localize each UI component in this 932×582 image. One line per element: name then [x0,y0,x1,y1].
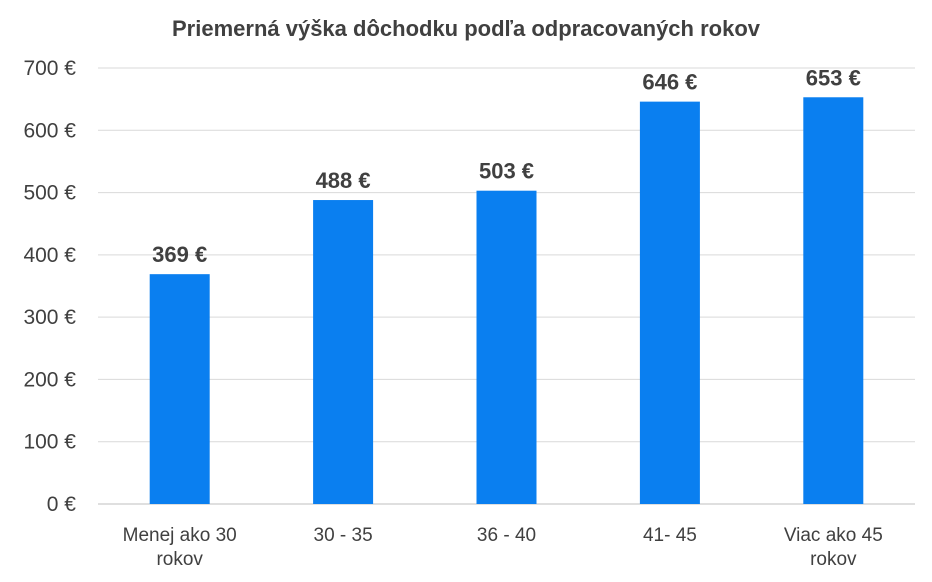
bars [149,97,864,505]
y-tick-label: 700 € [23,57,76,80]
y-tick-label: 0 € [47,493,77,516]
data-label: 646 € [642,70,697,95]
bar-5 [803,97,864,504]
bar-2 [313,200,374,504]
data-label: 369 € [152,242,207,267]
x-tick-label: 36 - 40 [477,525,536,546]
x-tick-label: 30 - 35 [314,525,373,546]
y-tick-label: 600 € [23,119,76,142]
bar-4 [639,101,700,505]
x-tick-label: Menej ako 30 rokov [123,525,237,570]
data-label: 488 € [316,168,371,193]
x-tick-label: Viac ako 45 rokov [784,525,883,570]
data-label: 653 € [806,65,861,90]
y-tick-label: 200 € [23,368,76,391]
x-tick-label: 41- 45 [643,525,697,546]
bar-1 [149,274,210,504]
data-label: 503 € [479,159,534,184]
y-tick-label: 400 € [23,244,76,267]
bar-3 [476,190,537,504]
y-tick-label: 300 € [23,306,76,329]
chart-title: Priemerná výška dôchodku podľa odpracova… [172,16,761,41]
y-axis-ticks: 0 € 100 € 200 € 300 € 400 € 500 € 600 € 700 € [23,57,76,516]
y-tick-label: 500 € [23,182,76,205]
data-labels: 369 € 488 € 503 € 646 € 653 € [152,65,861,267]
y-tick-label: 100 € [23,431,76,454]
x-axis-ticks: Menej ako 30 rokov 30 - 35 36 - 40 41- 45 Via… [123,525,883,570]
